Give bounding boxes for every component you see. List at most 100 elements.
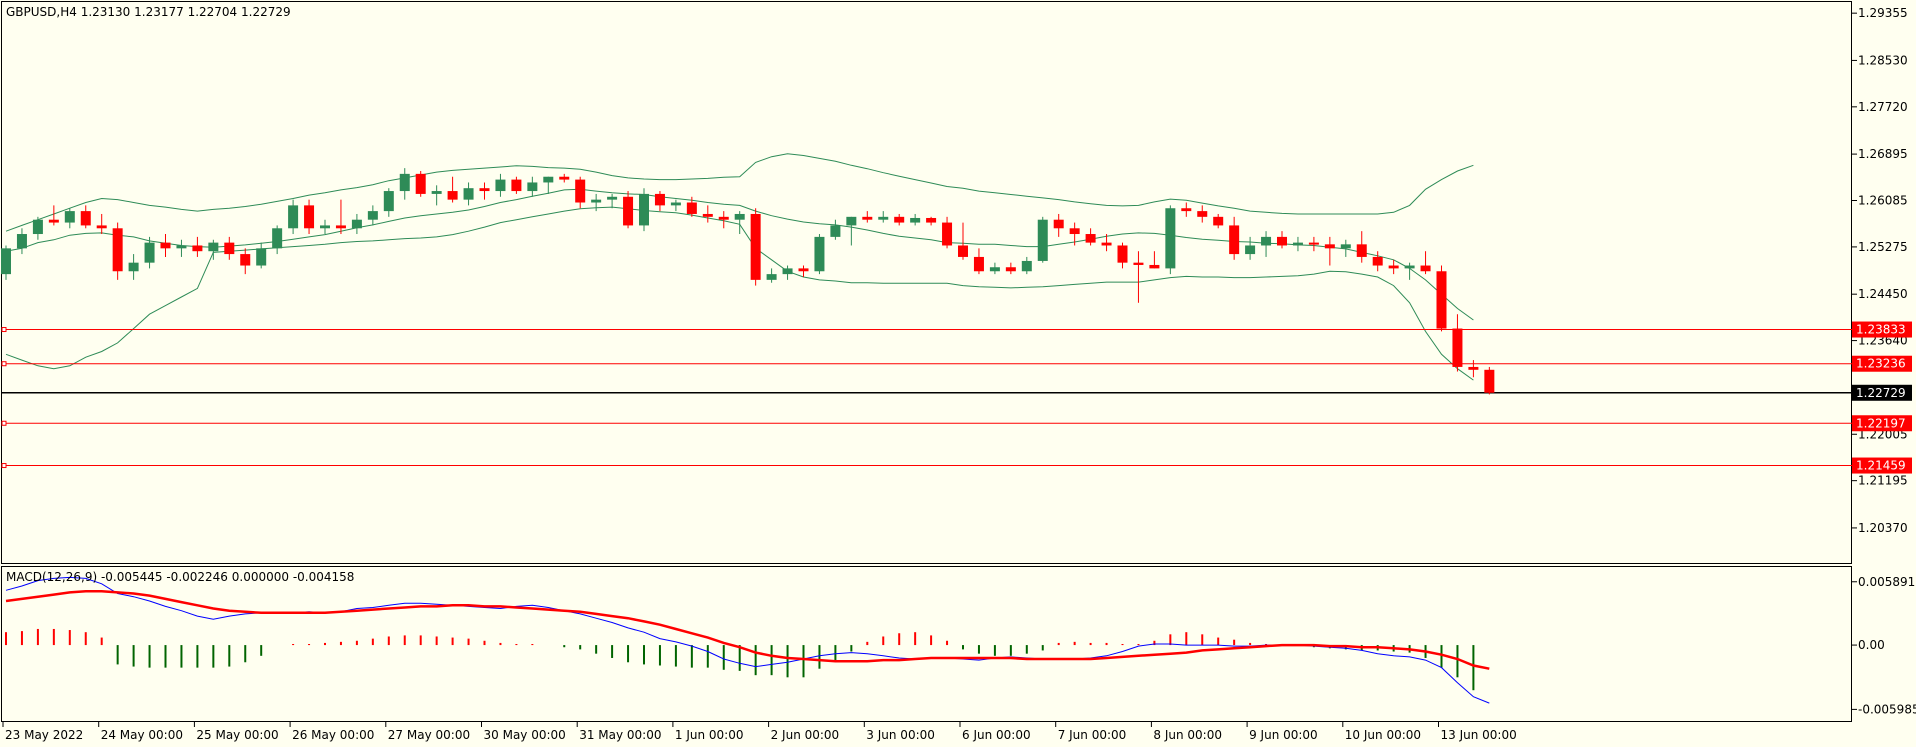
bull-candle-body xyxy=(16,234,27,249)
bear-candle-body xyxy=(1181,208,1192,212)
level-handle[interactable] xyxy=(1,327,7,333)
bollinger-middle-line xyxy=(5,188,1474,321)
bear-candle-body xyxy=(479,188,490,192)
level-price-tag xyxy=(1852,355,1912,372)
bear-candle-body xyxy=(973,256,984,272)
level-handle[interactable] xyxy=(1,361,7,367)
bear-candle-body xyxy=(1005,267,1016,272)
bear-candle-body xyxy=(1356,244,1367,257)
bear-candle-body xyxy=(80,211,91,226)
time-tick-label: 23 May 2022 xyxy=(5,728,83,742)
bear-candle-body xyxy=(942,222,953,246)
time-tick-label: 25 May 00:00 xyxy=(196,728,278,742)
macd-tick-label: 0.00 xyxy=(1858,638,1885,652)
level-price-label: 1.22197 xyxy=(1856,416,1906,430)
bear-candle-body xyxy=(654,193,665,206)
time-tick-label: 2 Jun 00:00 xyxy=(771,728,840,742)
bull-candle-body xyxy=(1261,236,1272,246)
bull-candle-body xyxy=(1404,265,1415,269)
bull-candle-body xyxy=(399,173,410,192)
bear-candle-body xyxy=(1436,271,1447,329)
bear-candle-body xyxy=(623,196,634,226)
level-price-label: 1.21459 xyxy=(1856,459,1906,473)
bear-candle-body xyxy=(48,219,59,223)
bull-candle-body xyxy=(272,228,283,249)
bull-candle-body xyxy=(1037,219,1048,261)
bull-candle-body xyxy=(351,219,362,229)
time-tick-label: 27 May 00:00 xyxy=(388,728,470,742)
price-tick-label: 1.20370 xyxy=(1858,521,1908,535)
bull-candle-body xyxy=(670,202,681,206)
bear-candle-body xyxy=(112,228,123,272)
bear-candle-body xyxy=(1308,242,1319,245)
bear-candle-body xyxy=(1117,245,1128,263)
level-price-label: 1.23236 xyxy=(1856,357,1906,371)
bear-candle-body xyxy=(862,216,873,220)
bull-candle-body xyxy=(1,248,11,275)
bear-candle-body xyxy=(1277,236,1287,246)
bear-candle-body xyxy=(240,254,251,266)
bull-candle-body xyxy=(176,245,187,249)
bear-candle-body xyxy=(335,225,346,229)
bear-candle-body xyxy=(192,245,203,252)
bear-candle-body xyxy=(1229,225,1240,255)
macd-tick-label: -0.005985 xyxy=(1858,702,1916,716)
bear-candle-body xyxy=(1069,228,1080,235)
bear-candle-body xyxy=(1452,328,1463,367)
bull-candle-body xyxy=(128,262,139,272)
bear-candle-body xyxy=(1468,366,1479,370)
bull-candle-body xyxy=(639,193,649,226)
bull-candle-body xyxy=(32,219,43,235)
bull-candle-body xyxy=(367,211,378,220)
bear-candle-body xyxy=(926,217,937,223)
bull-candle-body xyxy=(814,236,825,272)
level-price-tag xyxy=(1852,457,1912,474)
bull-candle-body xyxy=(607,196,618,200)
bear-candle-body xyxy=(1101,242,1112,246)
horizontal-levels[interactable]: 1.23833 1.23236 1.22197 1.21459 1.22729 xyxy=(1,321,1912,474)
bear-candle-body xyxy=(224,242,235,255)
time-tick-label: 1 Jun 00:00 xyxy=(675,728,744,742)
bull-candle-body xyxy=(878,216,889,220)
bear-candle-body xyxy=(96,225,107,229)
bull-candle-body xyxy=(320,225,330,229)
bear-candle-body xyxy=(686,202,697,214)
bear-candle-body xyxy=(718,216,729,220)
bear-candle-body xyxy=(1484,369,1495,393)
bear-candle-body xyxy=(958,245,968,257)
price-tick-label: 1.21195 xyxy=(1858,474,1908,488)
bear-candle-body xyxy=(1324,244,1335,249)
price-tick-label: 1.29355 xyxy=(1858,6,1908,20)
level-price-tag xyxy=(1852,415,1912,432)
current-price-tag xyxy=(1852,384,1912,401)
macd-axis: 0.005891 0.00 -0.005985 xyxy=(1852,575,1916,716)
time-tick-label: 7 Jun 00:00 xyxy=(1058,728,1127,742)
bear-candle-body xyxy=(1372,256,1383,266)
level-handle[interactable] xyxy=(1,420,7,426)
bull-candle-body xyxy=(383,191,394,212)
bear-candle-body xyxy=(160,242,171,249)
bull-candle-body xyxy=(1165,208,1176,269)
macd-signal-line xyxy=(5,590,1490,670)
bull-candle-body xyxy=(1245,245,1256,255)
candlesticks xyxy=(1,168,1495,395)
bull-candle-body xyxy=(1340,244,1351,249)
time-tick-label: 9 Jun 00:00 xyxy=(1249,728,1318,742)
bear-candle-body xyxy=(1213,216,1224,226)
bull-candle-body xyxy=(527,182,538,192)
level-handle[interactable] xyxy=(1,463,7,469)
bull-candle-body xyxy=(910,217,921,223)
bull-candle-body xyxy=(288,205,299,229)
level-price-label: 1.23833 xyxy=(1856,323,1906,337)
bear-candle-body xyxy=(1053,219,1064,229)
bear-candle-body xyxy=(798,268,809,272)
time-tick-label: 10 Jun 00:00 xyxy=(1345,728,1421,742)
bear-candle-body xyxy=(575,179,586,203)
price-tick-label: 1.27720 xyxy=(1858,100,1908,114)
price-tick-label: 1.26085 xyxy=(1858,194,1908,208)
bull-candle-body xyxy=(830,225,841,237)
level-price-tag xyxy=(1852,321,1912,338)
bear-candle-body xyxy=(304,205,315,229)
